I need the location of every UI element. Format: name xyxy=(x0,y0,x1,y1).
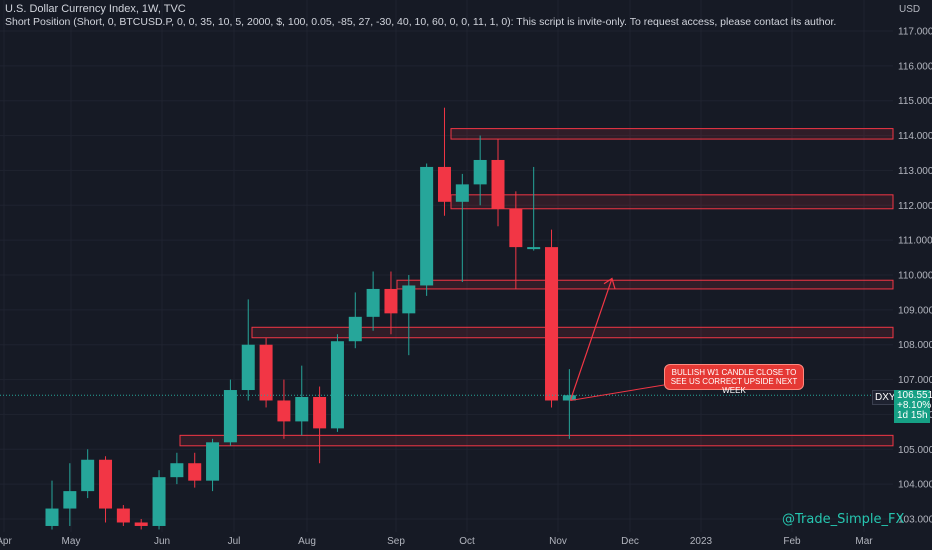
candle-body xyxy=(366,288,380,317)
candlestick-series xyxy=(0,107,893,530)
candle-body xyxy=(562,395,576,401)
candle-body xyxy=(241,344,255,391)
annotation-line-1: BULLISH W1 CANDLE CLOSE TO xyxy=(671,368,797,377)
price-tick-label: 104.000 xyxy=(898,480,932,491)
price-tick-label: 112.000 xyxy=(898,201,932,212)
price-tick-label: 115.000 xyxy=(898,96,932,107)
zone-box xyxy=(251,326,894,339)
candle-body xyxy=(330,341,344,429)
candle-body xyxy=(384,288,398,314)
candle-body xyxy=(295,397,309,422)
supply-demand-zones xyxy=(179,128,894,447)
time-tick-label: Mar xyxy=(855,536,873,547)
time-tick-label: Aug xyxy=(298,536,316,547)
candle-body xyxy=(45,508,59,526)
annotation-callout[interactable]: BULLISH W1 CANDLE CLOSE TO SEE US CORREC… xyxy=(664,364,804,395)
candle-body xyxy=(259,344,273,401)
candle-body xyxy=(313,397,327,429)
candle-body xyxy=(188,463,202,481)
zone-box xyxy=(179,434,894,447)
candle-body xyxy=(455,184,469,202)
projection-arrow-line xyxy=(569,278,613,401)
time-tick-label: Oct xyxy=(459,536,475,547)
candle-body xyxy=(437,166,451,202)
price-tick-label: 108.000 xyxy=(898,340,932,351)
price-change: +8.10% xyxy=(897,400,932,411)
candle-body xyxy=(152,477,166,526)
time-tick-label: Jun xyxy=(154,536,170,547)
annotation-line-2: SEE US CORRECT UPSIDE NEXT WEEK xyxy=(670,377,798,395)
callout-pointer xyxy=(570,384,665,401)
candle-body xyxy=(81,459,95,492)
price-tick-label: 113.000 xyxy=(898,166,932,177)
zone-box xyxy=(450,194,894,210)
candle-body xyxy=(170,463,184,478)
price-tick-label: 109.000 xyxy=(898,305,932,316)
zone-box xyxy=(396,279,894,290)
time-tick-label: May xyxy=(62,536,81,547)
candle-body xyxy=(206,442,220,481)
bar-countdown: 1d 15h xyxy=(897,410,928,421)
price-tick-label: 117.000 xyxy=(898,27,932,38)
price-tick-label: 111.000 xyxy=(898,236,932,247)
chart-title: U.S. Dollar Currency Index, 1W, TVC xyxy=(5,3,186,15)
grid-lines xyxy=(0,0,893,532)
price-tick-label: 105.000 xyxy=(898,445,932,456)
time-tick-label: Feb xyxy=(783,536,801,547)
time-tick-label: Sep xyxy=(387,536,405,547)
candle-body xyxy=(116,508,130,523)
time-tick-label: Apr xyxy=(0,536,12,547)
price-axis[interactable]: 103.000104.000105.000106.000107.000108.0… xyxy=(898,27,932,526)
time-tick-label: 2023 xyxy=(690,536,713,547)
candle-body xyxy=(277,400,291,422)
price-tick-label: 116.000 xyxy=(898,61,932,72)
candle-body xyxy=(491,159,505,209)
candle-body xyxy=(527,247,541,250)
author-watermark: @Trade_Simple_FX xyxy=(782,512,905,527)
price-tick-label: 103.000 xyxy=(898,515,932,526)
time-tick-label: Dec xyxy=(621,536,639,547)
candle-body xyxy=(545,247,559,401)
price-tick-label: 107.000 xyxy=(898,375,932,386)
time-tick-label: Jul xyxy=(228,536,241,547)
candle-body xyxy=(223,390,237,443)
candle-body xyxy=(420,166,434,286)
candle-body xyxy=(99,459,113,509)
zone-box xyxy=(450,128,894,140)
candle-body xyxy=(509,208,523,248)
time-axis[interactable]: Apr May Jun Jul Aug Sep Oct Nov Dec 2023 Feb Mar xyxy=(0,536,873,547)
projection-arrows xyxy=(569,277,665,401)
candle-body xyxy=(134,522,148,526)
projection-arrow-head xyxy=(603,277,616,290)
candle-body xyxy=(473,159,487,185)
price-tick-label: 114.000 xyxy=(898,131,932,142)
candle-body xyxy=(402,285,416,314)
last-price-badge: 106.551 +8.10% 1d 15h xyxy=(894,390,932,423)
price-tick-label: 110.000 xyxy=(898,271,932,282)
candle-body xyxy=(63,491,77,509)
currency-label: USD xyxy=(899,4,921,15)
time-tick-label: Nov xyxy=(549,536,567,547)
candle-body xyxy=(348,316,362,342)
last-price-value: 106.551 xyxy=(897,390,932,401)
indicator-label[interactable]: Short Position (Short, 0, BTCUSD.P, 0, 0… xyxy=(5,16,837,28)
